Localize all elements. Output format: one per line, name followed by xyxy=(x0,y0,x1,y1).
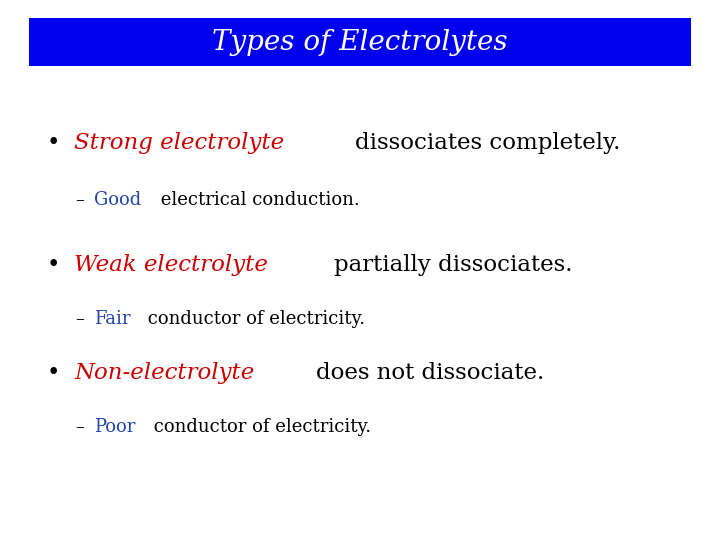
Text: electrical conduction.: electrical conduction. xyxy=(156,191,360,209)
Text: Weak electrolyte: Weak electrolyte xyxy=(74,254,275,275)
Text: Non-electrolyte: Non-electrolyte xyxy=(74,362,261,383)
Bar xyxy=(29,18,691,66)
Text: –: – xyxy=(76,309,90,328)
Text: Types of Electrolytes: Types of Electrolytes xyxy=(212,29,508,56)
Text: –: – xyxy=(76,191,90,209)
Text: •: • xyxy=(47,362,60,383)
Text: •: • xyxy=(47,254,60,275)
Text: Fair: Fair xyxy=(94,309,131,328)
Text: –: – xyxy=(76,417,90,436)
Text: conductor of electricity.: conductor of electricity. xyxy=(142,309,365,328)
Text: Poor: Poor xyxy=(94,417,136,436)
Text: •: • xyxy=(47,132,60,154)
Text: Good: Good xyxy=(94,191,142,209)
Text: dissociates completely.: dissociates completely. xyxy=(355,132,620,154)
Text: conductor of electricity.: conductor of electricity. xyxy=(148,417,371,436)
Text: Strong electrolyte: Strong electrolyte xyxy=(74,132,292,154)
Text: does not dissociate.: does not dissociate. xyxy=(316,362,544,383)
Text: partially dissociates.: partially dissociates. xyxy=(333,254,572,275)
